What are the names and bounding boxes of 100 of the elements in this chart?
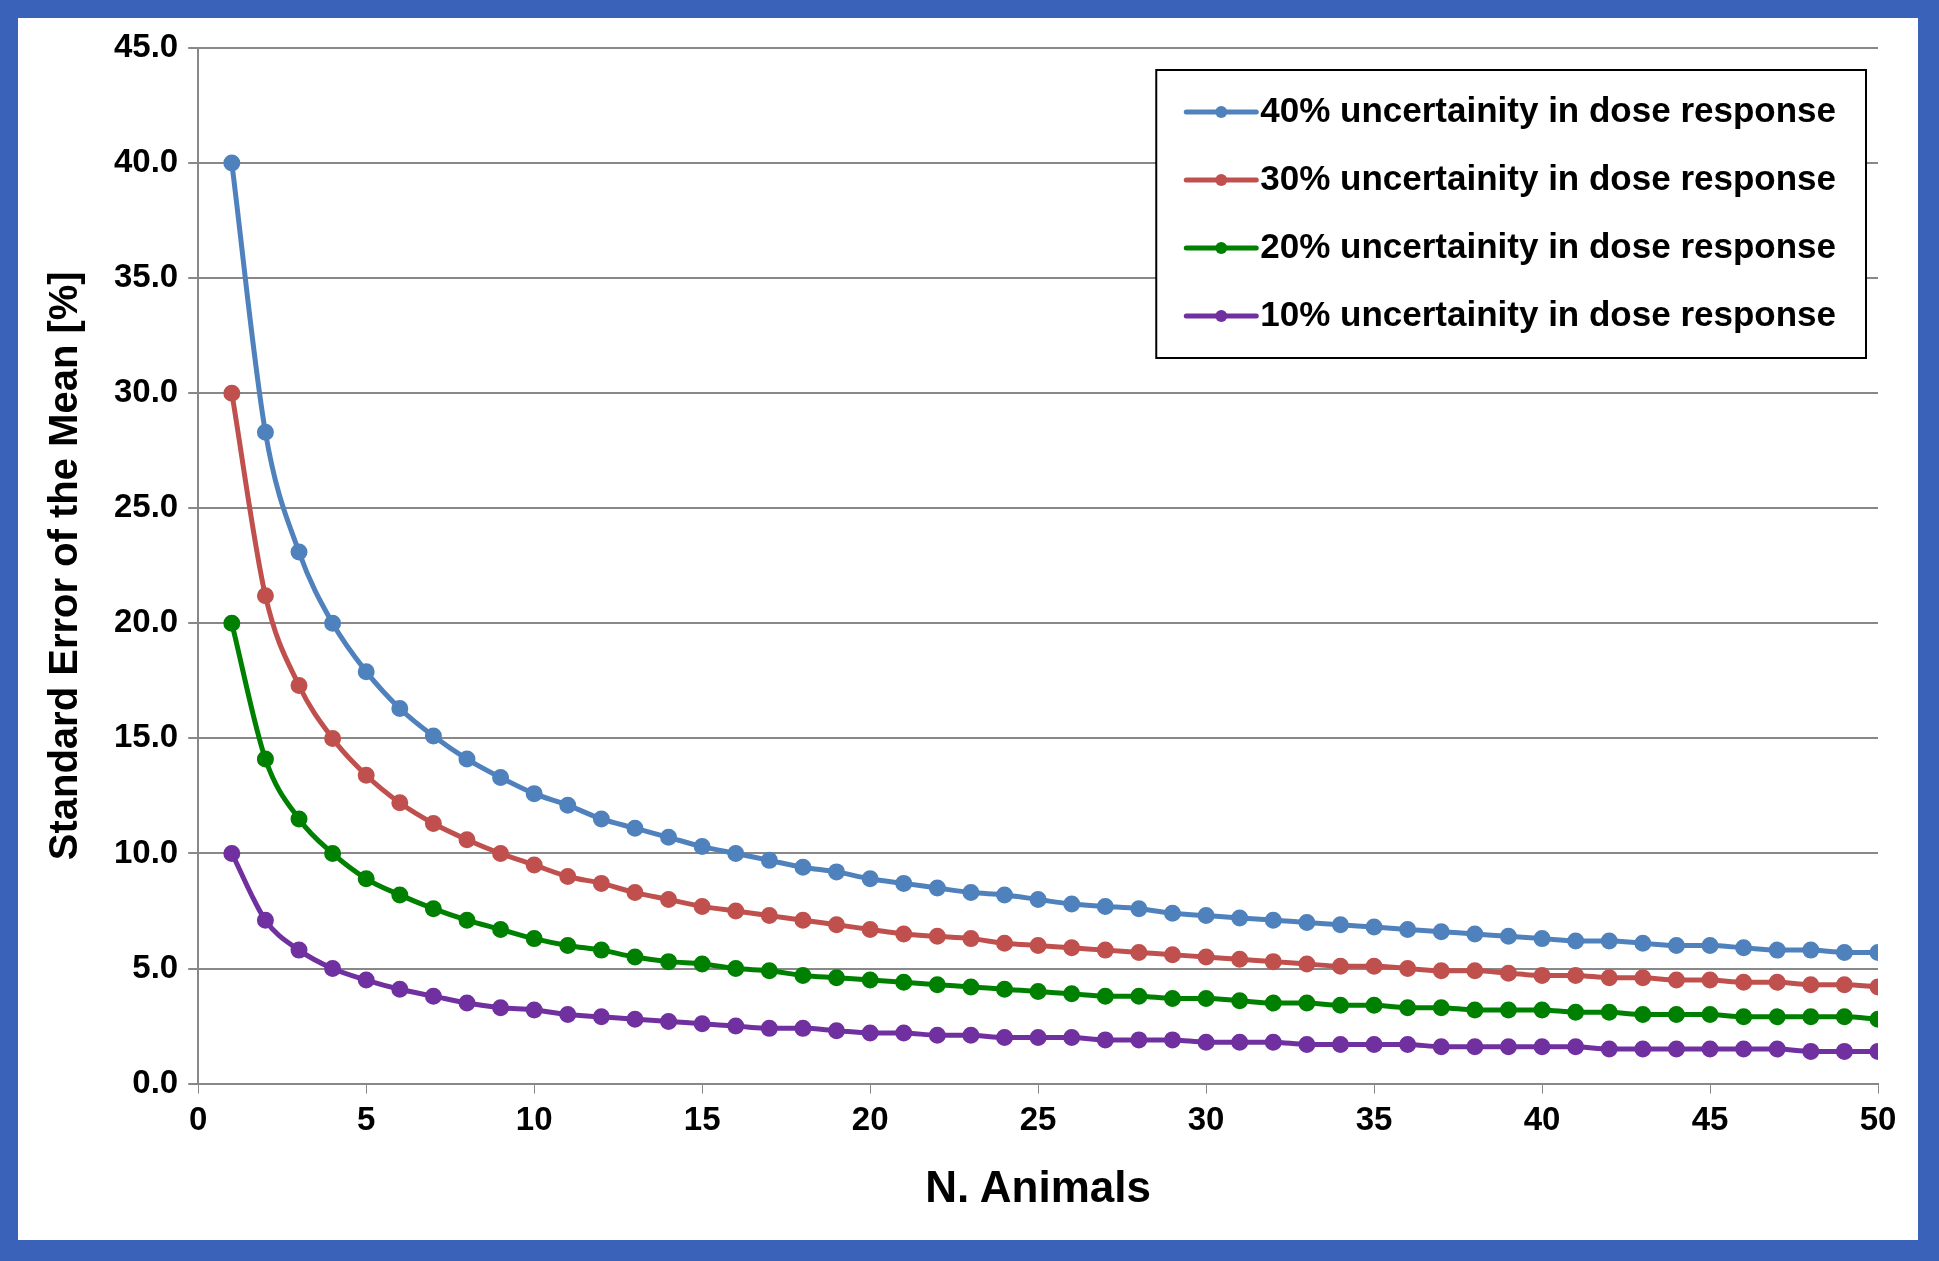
point: [559, 937, 577, 955]
point: [458, 911, 476, 929]
y-tick-label: 45.0: [113, 27, 179, 65]
point: [1264, 1033, 1282, 1051]
point: [492, 769, 510, 787]
point: [1399, 920, 1417, 938]
point: [1600, 932, 1618, 950]
point: [928, 879, 946, 897]
point: [1499, 1038, 1517, 1056]
legend-label: 10% uncertainity in dose response: [1260, 293, 1837, 333]
y-tick-label: 15.0: [113, 717, 179, 755]
point: [391, 980, 409, 998]
point: [290, 676, 308, 694]
x-tick-label: 50: [1859, 1100, 1897, 1138]
point: [794, 858, 812, 876]
point: [1835, 976, 1853, 994]
point: [727, 844, 745, 862]
point: [1231, 1033, 1249, 1051]
point: [1600, 1040, 1618, 1058]
point: [1164, 946, 1181, 964]
point: [828, 863, 846, 881]
point: [1365, 1035, 1383, 1053]
point: [1533, 966, 1551, 984]
point: [256, 911, 274, 929]
point: [1029, 983, 1047, 1001]
point: [1029, 890, 1047, 908]
y-tick-label: 30.0: [113, 372, 179, 410]
point: [861, 870, 879, 888]
point: [1466, 1038, 1484, 1056]
point: [1197, 907, 1215, 925]
point: [223, 844, 241, 862]
point: [223, 614, 241, 632]
point: [1063, 939, 1081, 957]
point: [592, 941, 610, 959]
point: [1197, 948, 1215, 966]
point: [1365, 918, 1383, 936]
x-tick-label: 35: [1355, 1100, 1393, 1138]
point: [660, 828, 678, 846]
point: [1701, 1040, 1719, 1058]
point: [660, 1012, 678, 1030]
point: [1096, 897, 1114, 915]
point: [1634, 969, 1652, 987]
point: [861, 1024, 879, 1042]
point: [727, 1017, 745, 1035]
point: [1466, 962, 1484, 980]
point: [1533, 1038, 1551, 1056]
point: [357, 766, 375, 784]
point: [693, 1015, 711, 1033]
point: [1567, 1003, 1585, 1021]
point: [828, 969, 846, 987]
point: [1499, 927, 1517, 945]
point: [1802, 976, 1820, 994]
point: [290, 543, 308, 561]
point: [1298, 955, 1316, 973]
y-axis-title: Standard Error of the Mean [%]: [41, 271, 86, 861]
point: [1298, 914, 1316, 932]
point: [1399, 960, 1417, 978]
legend-label: 30% uncertainity in dose response: [1260, 157, 1837, 197]
point: [962, 930, 980, 948]
x-tick-label: 25: [1019, 1100, 1057, 1138]
point: [559, 1006, 577, 1024]
point: [1063, 895, 1081, 913]
point: [223, 154, 241, 172]
point: [1499, 964, 1517, 982]
point: [1634, 1040, 1652, 1058]
y-tick-label: 25.0: [113, 487, 179, 525]
point: [626, 819, 644, 837]
point: [1701, 937, 1719, 955]
point: [1029, 1029, 1047, 1047]
point: [290, 941, 308, 959]
point: [828, 916, 846, 934]
point: [1264, 953, 1282, 971]
y-tick-label: 10.0: [113, 832, 179, 870]
point: [727, 902, 745, 920]
point: [928, 976, 946, 994]
point: [1096, 987, 1114, 1005]
point: [727, 960, 745, 978]
point: [559, 796, 577, 814]
point: [1567, 966, 1585, 984]
x-tick-label: 10: [515, 1100, 553, 1138]
point: [895, 1024, 913, 1042]
point: [1231, 909, 1249, 927]
point: [1096, 1031, 1114, 1049]
point: [1029, 937, 1047, 955]
point: [324, 614, 342, 632]
point: [626, 948, 644, 966]
point: [1432, 1038, 1450, 1056]
point: [660, 953, 678, 971]
point: [962, 1026, 980, 1044]
point: [1231, 992, 1249, 1010]
point: [1231, 950, 1249, 968]
point: [1667, 1040, 1685, 1058]
point: [760, 907, 778, 925]
point: [357, 870, 375, 888]
point: [1735, 1008, 1753, 1026]
point: [1164, 1031, 1181, 1049]
point: [1667, 971, 1685, 989]
point: [1667, 937, 1685, 955]
point: [693, 897, 711, 915]
point: [1164, 904, 1181, 922]
